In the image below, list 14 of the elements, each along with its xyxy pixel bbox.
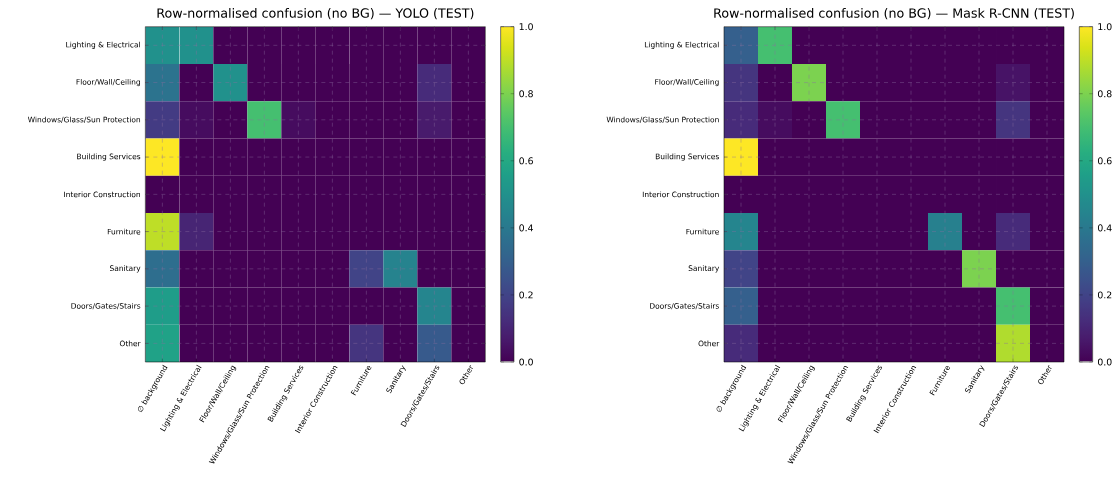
color-bar-label: 0.2: [519, 291, 533, 299]
color-bar-label: 0.4: [519, 224, 534, 232]
color-bar-label: 1.0: [519, 23, 533, 31]
color-bar-label: 0.2: [1097, 291, 1112, 299]
color-bar-label: 1.0: [1098, 23, 1112, 31]
chart-title: Row-normalised confusion (no BG) — YOLO (TEST): [157, 8, 474, 20]
color-bar-label: 0.0: [1097, 358, 1112, 366]
color-bar-label: 0.8: [1097, 90, 1112, 98]
color-bar-label: 0.6: [519, 157, 533, 165]
chart-title: Row-normalised confusion (no BG) — Mask R-CNN (TEST): [714, 8, 1074, 20]
color-bar-label: 0.0: [519, 358, 533, 366]
color-bar-label: 0.6: [1097, 157, 1112, 165]
color-bar-label: 0.4: [1097, 224, 1112, 232]
color-bar-label: 0.8: [519, 90, 533, 98]
